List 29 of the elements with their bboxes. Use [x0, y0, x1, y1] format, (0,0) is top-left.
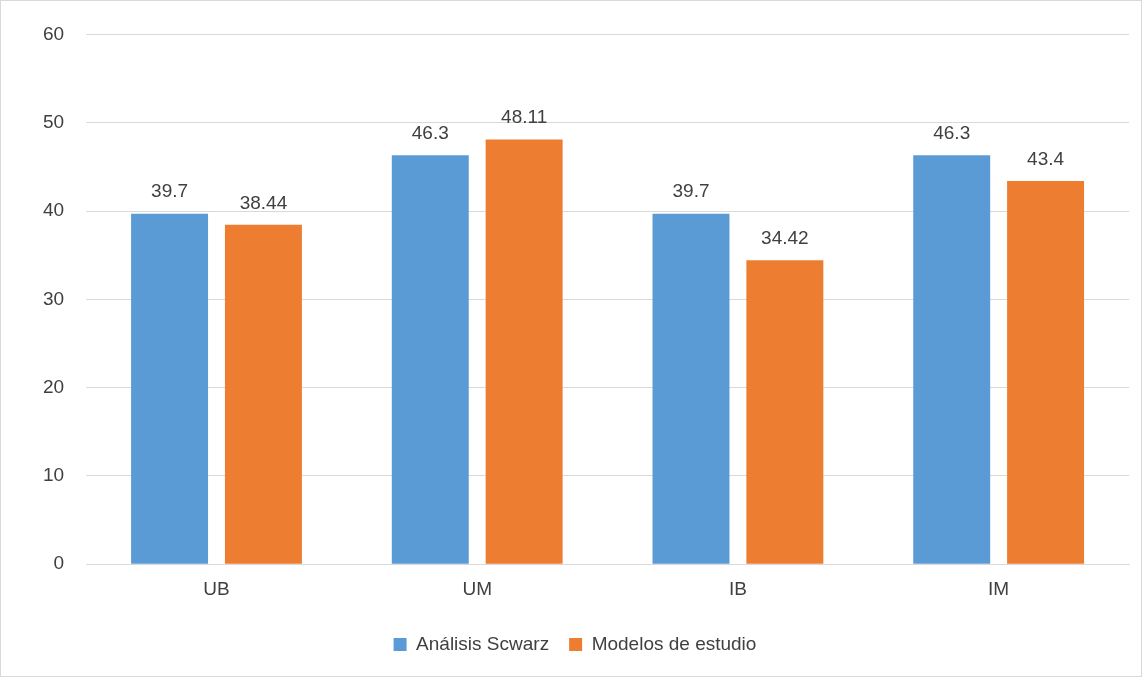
y-tick-label: 60: [42, 22, 65, 44]
legend-label: Análisis Scwarz: [416, 632, 550, 654]
bar: [1007, 180, 1085, 564]
y-tick-label: 30: [42, 287, 65, 309]
bar: [652, 213, 730, 564]
data-label: 39.7: [151, 180, 189, 202]
x-tick-label: IM: [988, 577, 1010, 599]
bar: [224, 224, 302, 564]
bar: [485, 139, 563, 564]
x-tick-label: UB: [203, 577, 230, 599]
data-label: 48.11: [501, 106, 548, 128]
data-label: 46.3: [933, 122, 971, 144]
y-tick-label: 10: [42, 464, 65, 486]
bar: [746, 260, 824, 564]
data-label: 38.44: [239, 191, 288, 213]
y-tick-label: 40: [42, 199, 65, 221]
data-label: 39.7: [672, 180, 710, 202]
legend-label: Modelos de estudio: [591, 632, 757, 654]
y-tick-label: 0: [53, 552, 65, 574]
bar: [391, 155, 469, 564]
data-label: 34.42: [761, 227, 809, 249]
bar: [913, 155, 991, 564]
y-tick-label: 50: [42, 110, 65, 132]
data-label: 46.3: [411, 122, 449, 144]
x-tick-label: UM: [462, 577, 492, 599]
data-label: 43.4: [1027, 147, 1065, 169]
bar: [131, 213, 209, 564]
x-tick-label: IB: [728, 577, 747, 599]
y-tick-label: 20: [42, 375, 65, 397]
